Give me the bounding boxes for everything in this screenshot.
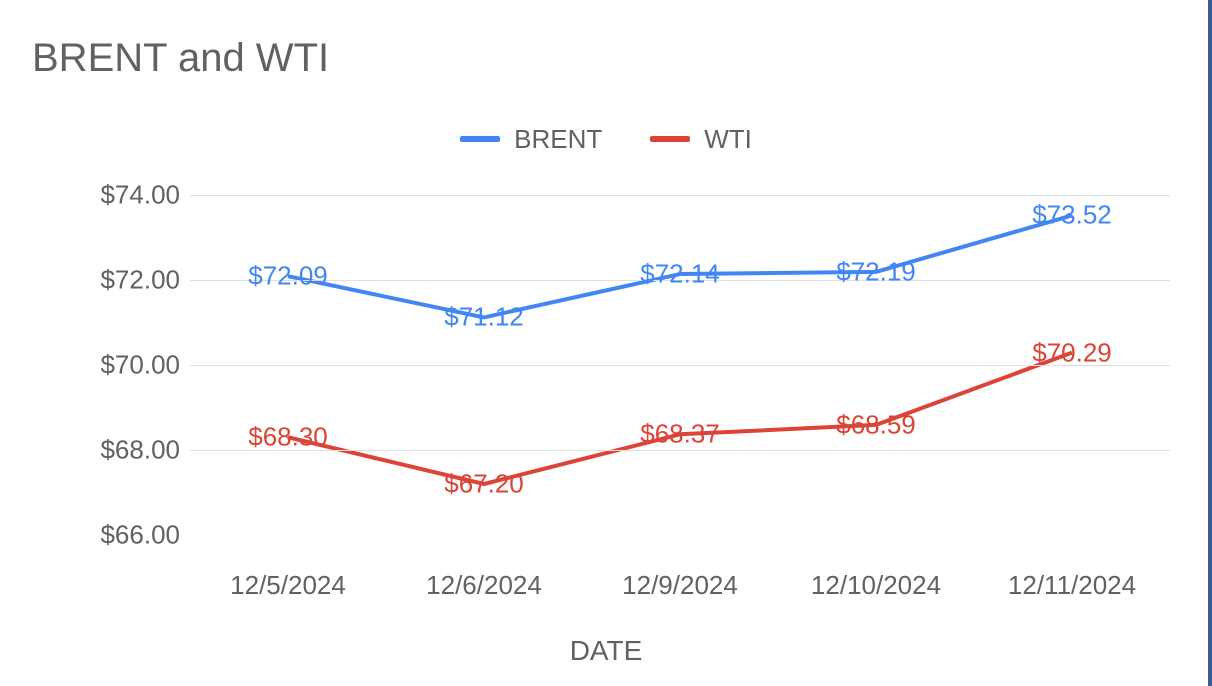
chart-title: BRENT and WTI bbox=[32, 36, 329, 81]
legend-swatch bbox=[460, 136, 500, 142]
x-tick-label: 12/11/2024 bbox=[1008, 570, 1136, 601]
data-label: $72.19 bbox=[836, 256, 916, 287]
data-label: $73.52 bbox=[1032, 200, 1112, 231]
gridline bbox=[190, 365, 1170, 366]
y-tick-label: $66.00 bbox=[80, 520, 180, 551]
plot-area: $66.00$68.00$70.00$72.00$74.0012/5/20241… bbox=[40, 175, 1170, 550]
data-label: $72.09 bbox=[248, 261, 328, 292]
data-label: $72.14 bbox=[640, 259, 720, 290]
data-label: $68.30 bbox=[248, 422, 328, 453]
data-label: $68.59 bbox=[836, 409, 916, 440]
y-tick-label: $74.00 bbox=[80, 180, 180, 211]
y-tick-label: $68.00 bbox=[80, 435, 180, 466]
x-tick-label: 12/10/2024 bbox=[811, 570, 941, 601]
x-tick-label: 12/5/2024 bbox=[230, 570, 346, 601]
x-tick-label: 12/6/2024 bbox=[426, 570, 542, 601]
x-axis-title: DATE bbox=[570, 635, 643, 667]
gridline bbox=[190, 450, 1170, 451]
legend-item: WTI bbox=[650, 124, 752, 155]
y-tick-label: $70.00 bbox=[80, 350, 180, 381]
data-label: $68.37 bbox=[640, 419, 720, 450]
chart-svg bbox=[40, 175, 1210, 575]
x-tick-label: 12/9/2024 bbox=[622, 570, 738, 601]
gridline bbox=[190, 195, 1170, 196]
legend-label: BRENT bbox=[514, 124, 602, 155]
data-label: $71.12 bbox=[444, 302, 524, 333]
data-label: $67.20 bbox=[444, 469, 524, 500]
chart-container: BRENT and WTI BRENT WTI $66.00 $68.00 $70.0… bbox=[0, 0, 1212, 686]
legend: BRENT WTI bbox=[0, 118, 1212, 155]
legend-swatch bbox=[650, 136, 690, 142]
y-tick-label: $72.00 bbox=[80, 265, 180, 296]
data-label: $70.29 bbox=[1032, 337, 1112, 368]
legend-label: WTI bbox=[704, 124, 752, 155]
legend-item: BRENT bbox=[460, 124, 602, 155]
